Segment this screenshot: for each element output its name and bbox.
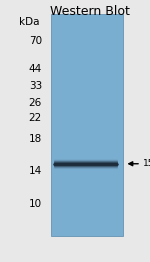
- Text: kDa: kDa: [19, 17, 40, 27]
- Text: Western Blot: Western Blot: [50, 5, 130, 18]
- Text: 14: 14: [29, 166, 42, 176]
- Text: 26: 26: [29, 98, 42, 108]
- Text: 44: 44: [29, 64, 42, 74]
- Text: 22: 22: [29, 113, 42, 123]
- FancyBboxPatch shape: [51, 14, 123, 236]
- Text: 18: 18: [29, 134, 42, 144]
- Text: 33: 33: [29, 81, 42, 91]
- Text: 15kDa: 15kDa: [142, 159, 150, 168]
- Text: 10: 10: [29, 199, 42, 209]
- Text: 70: 70: [29, 36, 42, 46]
